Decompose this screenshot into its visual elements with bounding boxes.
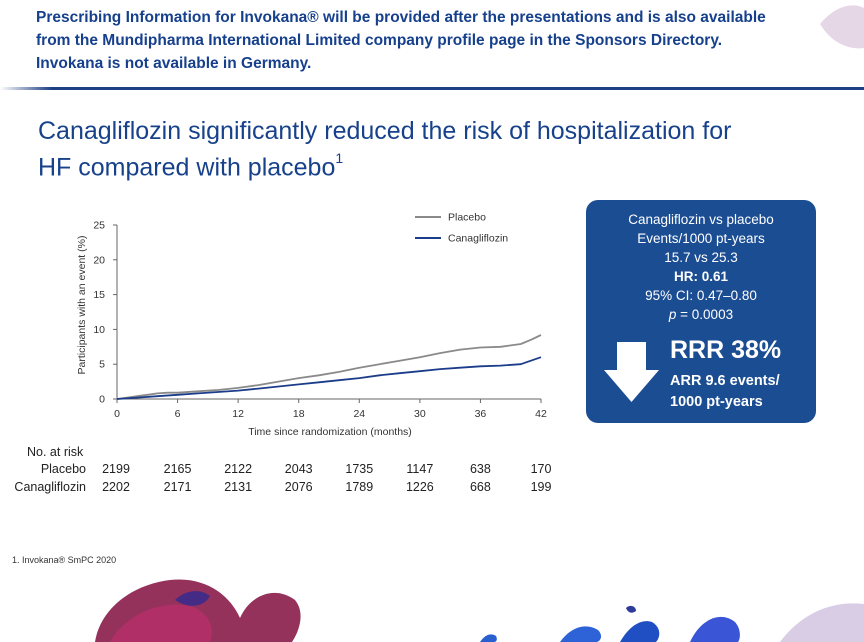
- risk-cell: 199: [530, 480, 552, 494]
- event-rates: 15.7 vs 25.3: [664, 250, 738, 265]
- slide-title-line-1: Canagliflozin significantly reduced the …: [38, 117, 732, 145]
- risk-row-label-placebo: Placebo: [40, 462, 86, 476]
- summary-stats: Canagliflozin vs placebo Events/1000 pt-…: [586, 210, 816, 324]
- notice-line-1: Prescribing Information for Invokana® wi…: [36, 9, 766, 26]
- risk-cell: 2043: [284, 462, 313, 476]
- prescribing-notice: Prescribing Information for Invokana® wi…: [36, 6, 856, 75]
- x-tick-label: 24: [353, 408, 365, 420]
- x-tick-label: 30: [414, 408, 426, 420]
- x-tick-label: 6: [175, 408, 181, 420]
- hazard-ratio: HR: 0.61: [673, 269, 729, 284]
- legend-label-canagliflozin: Canagliflozin: [448, 233, 508, 245]
- comparison-label: Canagliflozin vs placebo: [628, 212, 774, 227]
- x-tick-label: 36: [475, 408, 487, 420]
- series-line-placebo: [116, 334, 542, 400]
- footnote-reference: 1: [335, 150, 344, 166]
- risk-cell: 1226: [405, 480, 434, 494]
- risk-table-header: No. at risk: [27, 445, 84, 459]
- y-tick-label: 0: [99, 394, 105, 406]
- risk-cell: 2202: [102, 480, 130, 494]
- x-tick-label: 42: [535, 408, 547, 420]
- confidence-interval: 95% CI: 0.47–0.80: [645, 288, 757, 303]
- risk-cell: 2131: [224, 480, 253, 494]
- events-label: Events/1000 pt-years: [637, 231, 765, 246]
- risk-cell: 1147: [406, 462, 434, 476]
- x-tick-label: 12: [232, 408, 244, 420]
- slide-title-line-2-text: HF compared with placebo: [38, 153, 336, 182]
- risk-cell: 638: [469, 462, 491, 476]
- p-value-text: = 0.0003: [676, 307, 734, 322]
- arr-line-1: ARR 9.6 events/: [670, 373, 780, 389]
- y-axis-label: Participants with an event (%): [76, 236, 88, 375]
- risk-cell: 2171: [163, 480, 192, 494]
- risk-cell: 170: [530, 462, 552, 476]
- slide-title-line-2: HF compared with placebo1: [38, 146, 798, 182]
- header-divider: [0, 87, 864, 90]
- legend-label-placebo: Placebo: [448, 212, 486, 224]
- chart-legend: Placebo Canagliflozin: [415, 212, 508, 245]
- risk-row-label-canagliflozin: Canagliflozin: [14, 480, 86, 494]
- chart-series: [116, 334, 542, 400]
- x-axis-label: Time since randomization (months): [248, 426, 412, 438]
- y-tick-label: 20: [93, 254, 105, 266]
- footnote: 1. Invokana® SmPC 2020: [12, 555, 117, 565]
- down-arrow-icon: [604, 342, 659, 402]
- notice-line-2: from the Mundipharma International Limit…: [36, 32, 723, 49]
- risk-cell: 1789: [345, 480, 374, 494]
- y-tick-label: 25: [93, 220, 105, 232]
- results-summary-box: Canagliflozin vs placebo Events/1000 pt-…: [586, 200, 816, 423]
- y-tick-label: 5: [99, 359, 105, 371]
- notice-line-3: Invokana is not available in Germany.: [36, 55, 312, 72]
- p-value: p = 0.0003: [586, 305, 816, 324]
- risk-cell: 2165: [163, 462, 192, 476]
- relative-risk-reduction: RRR 38%: [670, 336, 782, 364]
- p-symbol: p: [668, 307, 677, 322]
- absolute-risk-reduction: ARR 9.6 events/ 1000 pt-years: [670, 371, 780, 413]
- risk-cell: 2122: [224, 462, 253, 476]
- chart-axes: 0 5 10 15 20 25 0 6 12 18 24 30 36 42: [93, 220, 547, 421]
- risk-cell: 668: [469, 480, 491, 494]
- risk-cell: 2199: [102, 462, 130, 476]
- slide-title: Canagliflozin significantly reduced the …: [38, 116, 798, 182]
- arr-line-2: 1000 pt-years: [670, 394, 763, 410]
- x-tick-label: 0: [114, 408, 120, 420]
- series-line-canagliflozin: [116, 356, 542, 400]
- x-tick-label: 18: [293, 408, 305, 420]
- y-tick-label: 10: [93, 324, 105, 336]
- y-tick-label: 15: [93, 289, 105, 301]
- risk-cell: 2076: [284, 480, 313, 494]
- risk-cell: 1735: [345, 462, 374, 476]
